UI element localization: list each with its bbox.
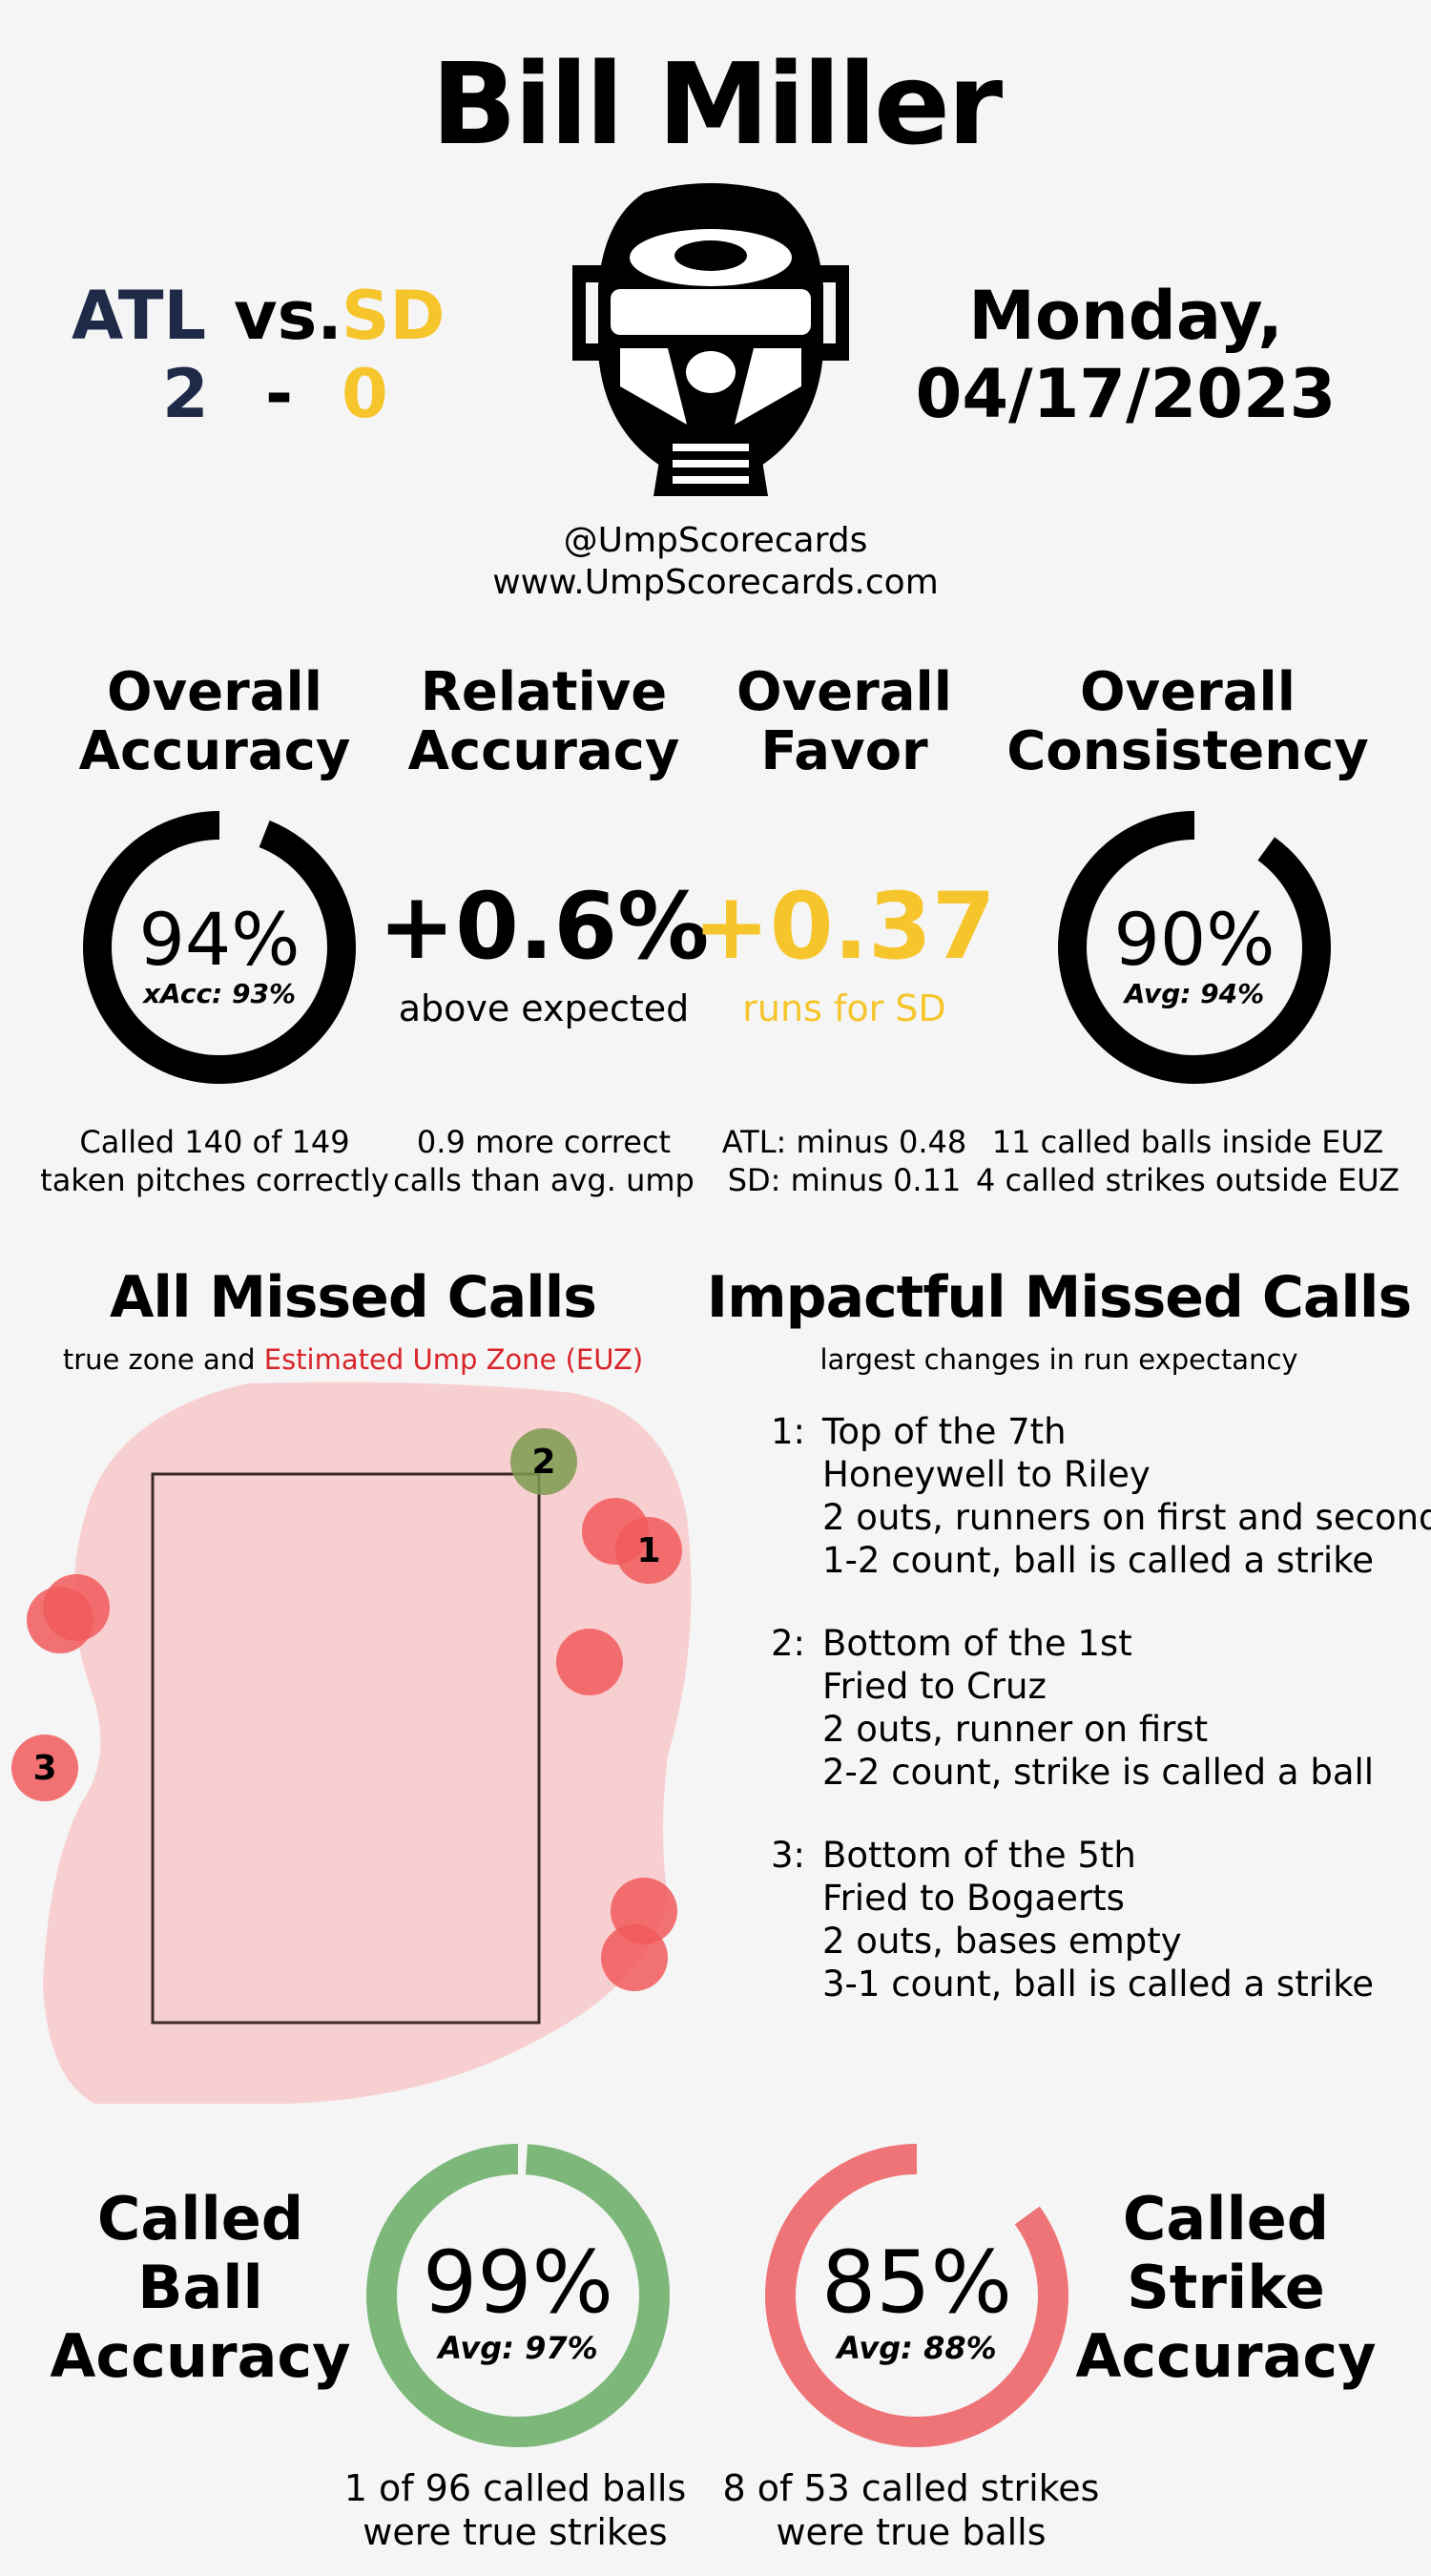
- missed-call-label-1: 1: [636, 1531, 660, 1570]
- overall-favor-note: ATL: minus 0.48 SD: minus 0.11: [721, 1124, 967, 1198]
- relative-accuracy-title: Relative Accuracy: [407, 661, 680, 782]
- missed-call-number: 3:: [771, 1835, 806, 1876]
- called-ball-accuracy-label: Called Ball Accuracy: [50, 2184, 351, 2391]
- home-score: 0: [342, 355, 388, 433]
- called-strike-accuracy-label: Called Strike Accuracy: [1075, 2184, 1377, 2391]
- missed-call-dot: [27, 1587, 93, 1653]
- social-handle: @UmpScorecards: [563, 521, 868, 560]
- overall-accuracy-note: Called 140 of 149 taken pitches correctly: [40, 1124, 389, 1198]
- overall-favor-title: Overall Favor: [736, 661, 952, 782]
- impactful-missed-calls-title: Impactful Missed Calls: [706, 1264, 1412, 1331]
- all-missed-calls-title: All Missed Calls: [109, 1264, 597, 1331]
- missed-call-number: 1:: [771, 1411, 806, 1452]
- missed-call-dot: [601, 1924, 668, 1991]
- missed-call-label-2: 2: [531, 1443, 555, 1482]
- overall-consistency-title: Overall Consistency: [1006, 661, 1369, 782]
- called-ball-accuracy-note: 1 of 96 called balls were true strikes: [343, 2467, 687, 2553]
- missed-call-number: 2:: [771, 1623, 806, 1664]
- overall-accuracy-value: 94%: [138, 897, 301, 982]
- relative-accuracy-note: 0.9 more correct calls than avg. ump: [393, 1124, 695, 1198]
- date-weekday: Monday,: [968, 277, 1283, 355]
- overall-consistency-ring: [1058, 811, 1331, 1084]
- relative-accuracy-sub: above expected: [398, 987, 690, 1029]
- away-team: ATL: [72, 277, 207, 355]
- overall-accuracy-expected: xAcc: 93%: [142, 978, 297, 1009]
- called-ball-accuracy-avg: Avg: 97%: [438, 2330, 598, 2366]
- away-score: 2: [162, 355, 209, 433]
- vs-label: vs.: [234, 277, 342, 355]
- missed-call-dot: [510, 1428, 577, 1495]
- website: www.UmpScorecards.com: [492, 563, 939, 602]
- overall-consistency-avg: Avg: 94%: [1124, 978, 1265, 1009]
- overall-accuracy-ring: [83, 811, 356, 1084]
- estimated-ump-zone: [43, 1381, 692, 2104]
- missed-call-dot: [11, 1735, 78, 1801]
- called-strike-accuracy-value: 85%: [820, 2233, 1013, 2333]
- date: 04/17/2023: [915, 355, 1337, 433]
- strike-zone-plot: 1 2 3: [11, 1381, 692, 2104]
- overall-favor-sub: runs for SD: [742, 987, 946, 1029]
- relative-accuracy-value: +0.6%: [378, 873, 710, 980]
- umpire-name: Bill Miller: [430, 38, 1003, 170]
- overall-accuracy-title: Overall Accuracy: [78, 661, 351, 782]
- missed-call-dot: [615, 1517, 682, 1584]
- umpire-mask-icon: [572, 183, 849, 496]
- called-strike-accuracy-avg: Avg: 88%: [837, 2330, 997, 2366]
- impactful-missed-calls-subtitle: largest changes in run expectancy: [819, 1343, 1298, 1376]
- called-strike-accuracy-note: 8 of 53 called strikes were true balls: [722, 2467, 1100, 2553]
- called-strike-accuracy-ring: [765, 2144, 1068, 2447]
- home-team: SD: [342, 277, 446, 355]
- missed-call-label-3: 3: [32, 1749, 56, 1788]
- true-strike-zone: [151, 1472, 541, 2025]
- overall-consistency-value: 90%: [1113, 897, 1275, 982]
- overall-consistency-note: 11 called balls inside EUZ 4 called strik…: [975, 1124, 1400, 1198]
- euz-label: Estimated Ump Zone (EUZ): [263, 1343, 644, 1376]
- missed-call-dot: [556, 1629, 623, 1695]
- score-separator: -: [265, 355, 294, 433]
- called-ball-accuracy-value: 99%: [422, 2233, 614, 2333]
- overall-favor-value: +0.37: [693, 873, 996, 980]
- called-ball-accuracy-ring: [366, 2144, 670, 2447]
- all-missed-calls-subtitle: true zone and Estimated Ump Zone (EUZ): [62, 1343, 644, 1376]
